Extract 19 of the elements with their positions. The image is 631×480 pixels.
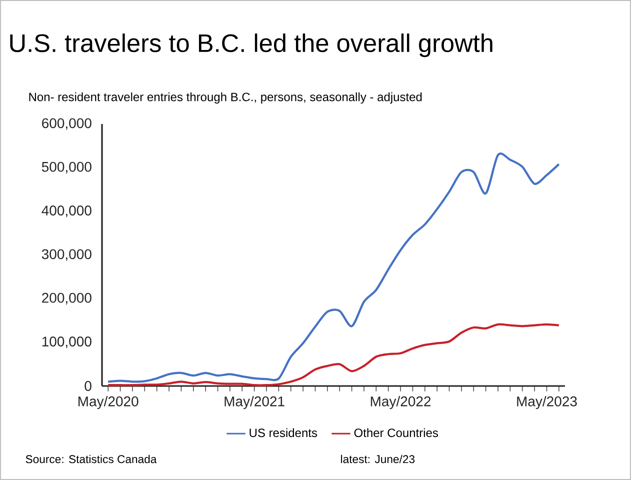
x-tick-label: May/2023 [517,396,577,410]
y-tick-label: 300,000 [42,249,92,261]
y-tick-label: 0 [84,381,92,391]
y-tick-label: 400,000 [42,206,92,218]
y-tick-label: 600,000 [42,118,92,130]
x-tick-label: May/2020 [78,396,138,410]
x-tick-label: May/2022 [370,396,431,410]
x-tick-label: May/2021 [224,396,284,410]
legend-label: US residents [250,428,318,438]
legend-label: Other Countries [354,428,438,438]
y-tick-label: 200,000 [42,292,92,304]
chart-subtitle: Non- resident traveler entries through B.C., persons, seasonally - adjusted [29,92,422,104]
text: latest: June/23 [341,454,415,464]
source-note: Source: Statistics Canada [26,454,157,464]
y-tick-label: 500,000 [42,162,92,174]
y-tick-label: 100,000 [42,336,92,348]
line-series [107,153,560,383]
chart-title: U.S. travelers to B.C. led the overall growth [10,34,492,58]
line-series [107,323,560,386]
